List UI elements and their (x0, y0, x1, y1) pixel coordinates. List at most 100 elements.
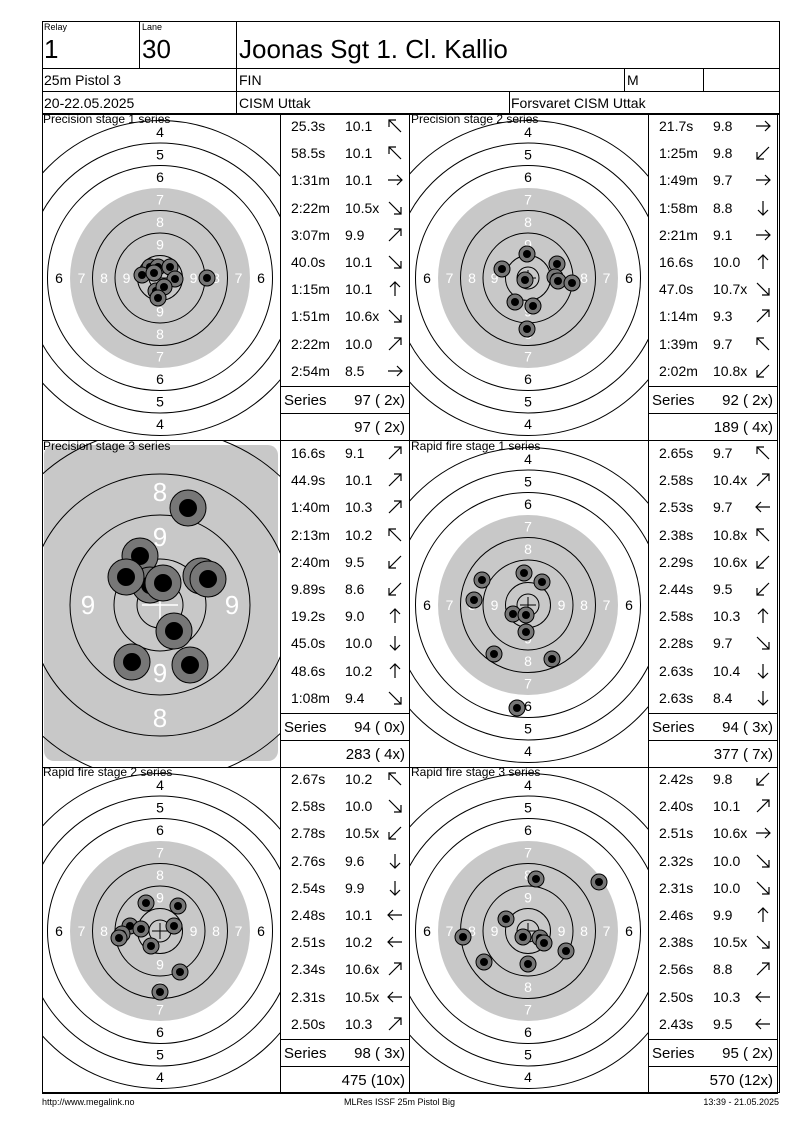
header-divider-1 (42, 68, 780, 69)
target-ring (482, 559, 574, 651)
shot-score: 10.5x (713, 934, 748, 951)
shot-score: 8.5 (345, 362, 365, 379)
shot-row: 2:02m 10.8x (649, 359, 777, 386)
series-row: Series 98 ( 3x) (281, 1039, 409, 1066)
series-value: 94 ( 3x) (722, 719, 773, 736)
shot-row: 47.0s 10.7x (649, 277, 777, 304)
running-total: 97 ( 2x) (354, 419, 405, 436)
shot-row: 2.40s 10.1 (649, 794, 777, 821)
ring-label: 8 (524, 653, 532, 669)
ring-label: 9 (156, 304, 164, 320)
ring-label: 6 (55, 923, 63, 939)
footer-url[interactable]: http://www.megalink.no (42, 1097, 135, 1107)
ring-label: 6 (423, 923, 431, 939)
ring-label: 6 (625, 270, 633, 286)
shot-score: 10.2 (345, 771, 373, 787)
series-row: Series 95 ( 2x) (649, 1039, 777, 1066)
shot-time: 58.5s (291, 145, 326, 162)
shot-time: 2.67s (291, 771, 326, 787)
shot-time: 2:02m (659, 362, 698, 379)
target-ring (460, 210, 596, 346)
target-face: 8 9 9 8 9 9 (42, 441, 280, 767)
running-total: 283 ( 4x) (345, 746, 405, 763)
ring-label: 9 (491, 270, 499, 286)
header-vline-relay (139, 21, 140, 68)
shot-score: 9.7 (713, 499, 733, 516)
ring-label: 7 (524, 349, 532, 365)
ring-label: 7 (78, 270, 86, 286)
series-label: Series (284, 392, 327, 409)
shot-score: 9.4 (345, 689, 365, 706)
shot-row: 2:54m 8.5 (281, 359, 409, 386)
shot-score: 9.9 (713, 907, 733, 923)
shot-time: 1:58m (659, 199, 698, 216)
ring-label: 8 (100, 923, 108, 939)
direction-arrow-icon (388, 799, 402, 813)
header-divider-2 (42, 91, 780, 92)
ring-label: 5 (524, 721, 532, 737)
shot-time: 2.44s (659, 581, 694, 597)
shot-row: 2.43s 9.5 (649, 1012, 777, 1039)
shot-score: 9.5 (345, 553, 365, 570)
total-row: 97 ( 2x) (281, 413, 409, 440)
ring-label: 7 (156, 1002, 164, 1018)
direction-arrow-icon (756, 446, 770, 460)
ring-label: 9 (190, 923, 198, 939)
shot-row: 48.6s 10.2 (281, 659, 409, 686)
ring-label: 6 (257, 923, 265, 939)
series-value: 92 ( 2x) (722, 392, 773, 409)
ring-label: 8 (524, 867, 532, 883)
shot-time: 9.89s (291, 581, 326, 597)
shot-score: 9.7 (713, 335, 733, 352)
shot-score: 9.8 (713, 771, 733, 787)
ring-label: 7 (524, 845, 532, 861)
shot-row: 2.56s 8.8 (649, 957, 777, 984)
target-ring (410, 469, 648, 741)
shot-list: 25.3s 10.1 58.5s 10.1 1:31m 10.1 2:22m 10.5x 3:0… (280, 114, 409, 440)
total-row: 283 ( 4x) (281, 740, 409, 767)
shot-hole-center (540, 939, 548, 947)
shooter-name: Joonas Sgt 1. Cl. Kallio (239, 34, 508, 64)
ring-label: 6 (423, 597, 431, 613)
ring-label: 5 (156, 1047, 164, 1063)
ring-label: 7 (156, 349, 164, 365)
shot-score: 9.3 (713, 308, 733, 325)
shot-time: 2.38s (659, 526, 694, 543)
direction-arrow-icon (388, 500, 402, 514)
series-label: Series (652, 719, 695, 736)
ring-label: 7 (446, 597, 454, 613)
ring-label: 7 (156, 192, 164, 208)
shot-time: 1:25m (659, 145, 698, 162)
shot-row: 3:07m 9.9 (281, 223, 409, 250)
ring-label: 6 (55, 270, 63, 286)
shot-hole-center (523, 325, 531, 333)
ring-label: 9 (156, 957, 164, 973)
shot-time: 2.42s (659, 771, 694, 787)
ring-label: 5 (524, 147, 532, 163)
shot-hole-center (553, 260, 561, 268)
direction-arrow-icon (757, 690, 769, 706)
shot-score: 9.7 (713, 635, 733, 652)
shot-hole-center (115, 934, 123, 942)
shot-time: 2:54m (291, 362, 330, 379)
ring-label: 7 (603, 270, 611, 286)
ring-label: 8 (580, 923, 588, 939)
direction-arrow-icon (388, 446, 402, 460)
shot-time: 1:39m (659, 335, 698, 352)
direction-arrow-icon (756, 282, 770, 296)
panel-title: Precision stage 1 series (43, 114, 171, 126)
series-value: 95 ( 2x) (722, 1045, 773, 1062)
shot-hole-center (511, 298, 519, 306)
ring-label: 4 (156, 124, 164, 140)
shot-score: 10.1 (345, 145, 373, 162)
header-frame (42, 21, 780, 114)
shot-hole-center (131, 547, 149, 565)
shot-time: 2.28s (659, 635, 694, 652)
shot-time: 2.29s (659, 553, 694, 570)
target-black-zone (44, 445, 278, 761)
shot-score: 9.1 (345, 445, 365, 461)
target-ring (410, 142, 648, 414)
ring-label: 8 (580, 597, 588, 613)
target-ring (69, 514, 251, 696)
